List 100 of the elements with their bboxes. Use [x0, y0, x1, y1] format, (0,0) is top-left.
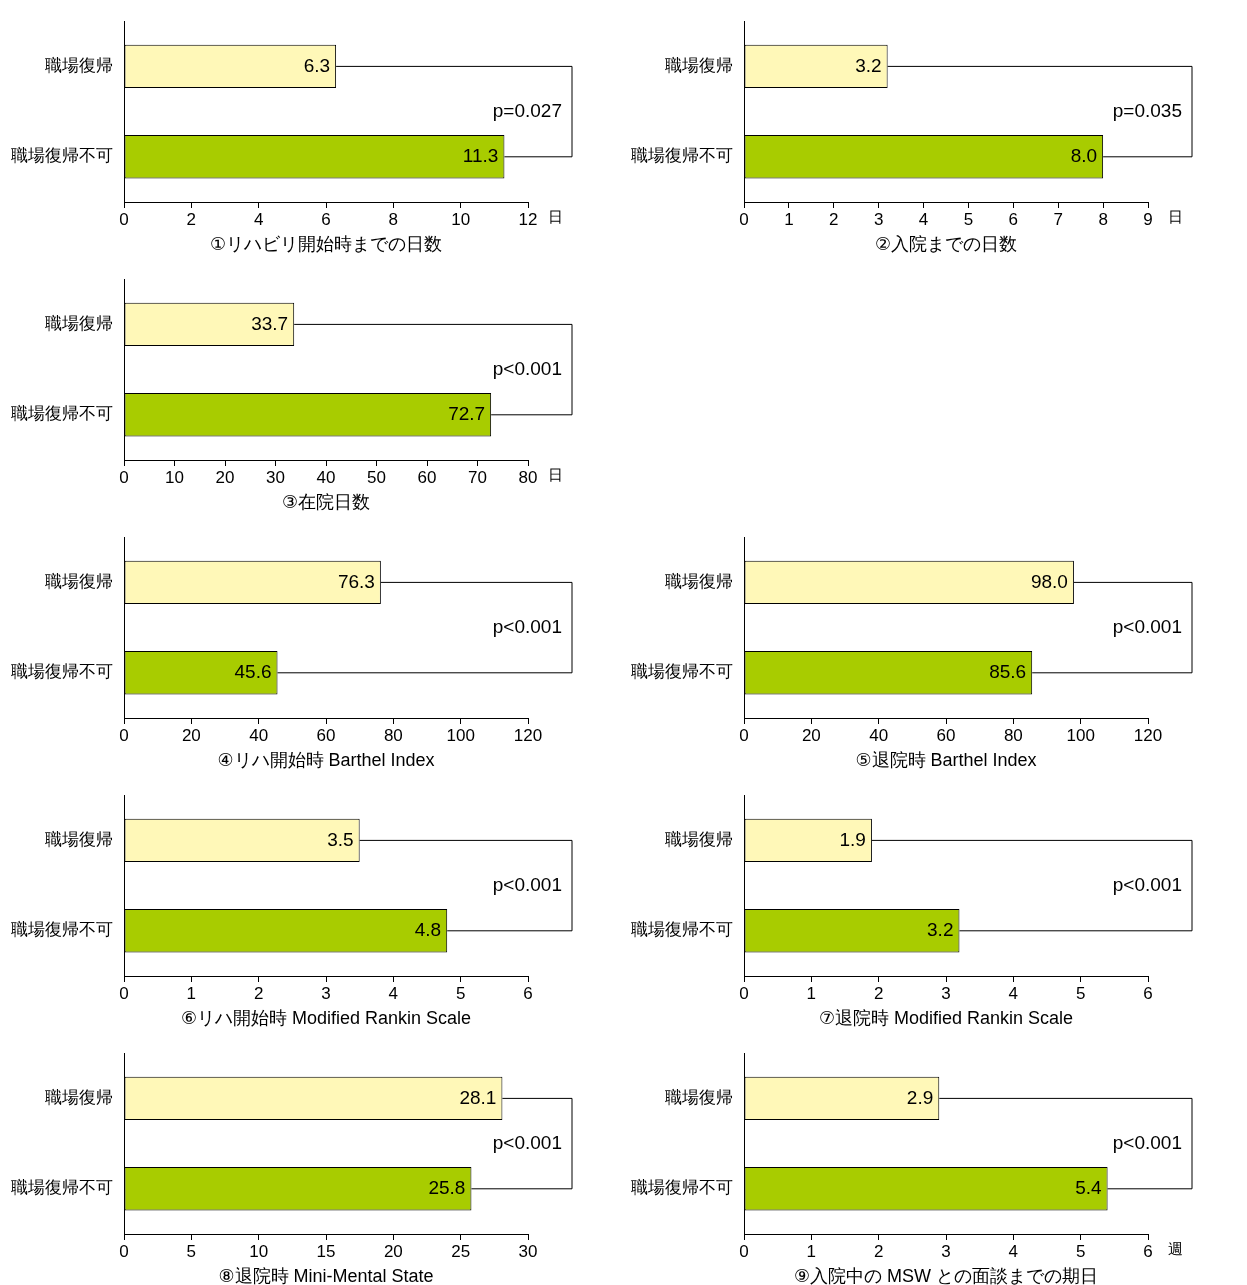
x-tick-label: 0 — [739, 1241, 749, 1261]
x-tick-label: 60 — [417, 467, 437, 487]
x-tick-label: 120 — [513, 725, 543, 745]
y-tick-label: 職場復帰不可 — [11, 662, 113, 682]
x-tick-label: 15 — [316, 1241, 336, 1261]
x-axis-title: ⑦退院時 Modified Rankin Scale — [818, 1008, 1074, 1029]
data-label: 3.2 — [855, 54, 882, 76]
text: 日 — [548, 465, 563, 483]
x-tick-label: 0 — [739, 209, 749, 229]
x-tick-label: 12 — [518, 209, 538, 229]
x-tick-label: 4 — [1008, 1241, 1019, 1261]
data-label: 11.3 — [462, 145, 499, 167]
x-tick-label: 80 — [383, 725, 403, 745]
x-tick-label: 40 — [869, 725, 889, 745]
x-tick-label: 20 — [215, 467, 235, 487]
y-tick-label: 職場復帰不可 — [631, 662, 733, 682]
x-tick-label: 60 — [936, 725, 956, 745]
x-axis-title: ⑥リハ開始時 Modified Rankin Scale — [180, 1008, 472, 1029]
x-tick-label: 2 — [873, 1241, 884, 1261]
x-axis-title: ⑤退院時 Barthel Index — [855, 750, 1037, 771]
x-tick-label: 7 — [1053, 209, 1063, 229]
x-tick-label: 0 — [119, 467, 129, 487]
x-axis-title: ①リハビリ開始時までの日数 — [209, 234, 443, 255]
x-tick-label: 8 — [1098, 209, 1108, 229]
x-axis-title: ②入院までの日数 — [874, 234, 1018, 255]
text: 日 — [548, 207, 563, 225]
data-label: 1.9 — [839, 828, 866, 850]
x-tick-label: 10 — [249, 1241, 269, 1261]
x-tick-label: 0 — [739, 725, 749, 745]
x-tick-label: 1 — [784, 209, 794, 229]
x-tick-label: 30 — [518, 1241, 538, 1261]
x-tick-label: 3 — [873, 209, 884, 229]
x-tick-label: 4 — [1008, 983, 1019, 1003]
x-tick-label: 6 — [1008, 209, 1019, 229]
x-tick-label: 5 — [1075, 983, 1086, 1003]
y-tick-label: 職場復帰 — [45, 1088, 113, 1108]
x-tick-label: 40 — [316, 467, 336, 487]
x-tick-label: 6 — [321, 209, 331, 229]
x-tick-label: 0 — [739, 983, 749, 1003]
data-label: 8.0 — [1070, 145, 1098, 167]
data-label: 85.6 — [989, 661, 1027, 683]
x-tick-label: 40 — [249, 725, 269, 745]
data-label: 6.3 — [303, 54, 331, 76]
x-tick-label: 6 — [1143, 983, 1153, 1003]
x-tick-label: 100 — [446, 725, 475, 745]
x-tick-label: 2 — [186, 209, 197, 229]
x-tick-label: 1 — [806, 983, 817, 1003]
data-label: 45.6 — [234, 661, 272, 683]
annotation: p=0.027 — [492, 99, 562, 121]
data-label: 76.3 — [337, 570, 375, 592]
annotation: p<0.001 — [492, 615, 562, 637]
y-tick-label: 職場復帰不可 — [11, 146, 113, 166]
x-tick-label: 5 — [1075, 1241, 1086, 1261]
data-label: 98.0 — [1030, 570, 1068, 592]
data-label: 5.4 — [1075, 1177, 1103, 1199]
x-tick-label: 5 — [455, 983, 466, 1003]
annotation: p<0.001 — [1112, 873, 1182, 895]
y-tick-label: 職場復帰不可 — [11, 404, 113, 424]
annotation: p<0.001 — [1112, 1131, 1182, 1153]
x-axis-title: ③在院日数 — [281, 492, 371, 513]
x-tick-label: 2 — [873, 983, 884, 1003]
x-tick-label: 2 — [829, 209, 839, 229]
data-label: 2.9 — [906, 1086, 934, 1108]
x-tick-label: 4 — [253, 209, 264, 229]
text: 週 — [1168, 1239, 1183, 1257]
x-tick-label: 3 — [941, 983, 951, 1003]
x-tick-label: 6 — [523, 983, 533, 1003]
y-tick-label: 職場復帰不可 — [631, 146, 733, 166]
y-tick-label: 職場復帰 — [665, 1088, 733, 1108]
x-tick-label: 5 — [963, 209, 974, 229]
y-tick-label: 職場復帰 — [45, 56, 113, 76]
x-tick-label: 0 — [119, 1241, 129, 1261]
x-tick-label: 10 — [165, 467, 184, 487]
annotation: p<0.001 — [492, 873, 562, 895]
y-tick-label: 職場復帰不可 — [11, 920, 113, 940]
x-tick-label: 4 — [918, 209, 929, 229]
annotation: p<0.001 — [492, 1131, 562, 1153]
x-tick-label: 0 — [119, 983, 129, 1003]
text: 日 — [1168, 207, 1183, 225]
x-tick-label: 25 — [451, 1241, 471, 1261]
x-tick-label: 10 — [451, 209, 471, 229]
annotation: p<0.001 — [1112, 615, 1182, 637]
x-tick-label: 0 — [119, 209, 129, 229]
data-label: 25.8 — [428, 1177, 466, 1199]
y-tick-label: 職場復帰 — [45, 314, 113, 334]
x-tick-label: 70 — [468, 467, 487, 487]
x-tick-label: 60 — [316, 725, 336, 745]
annotation: p<0.001 — [492, 357, 562, 379]
x-tick-label: 3 — [321, 983, 331, 1003]
x-tick-label: 1 — [806, 1241, 817, 1261]
data-label: 28.1 — [459, 1086, 497, 1108]
x-tick-label: 0 — [119, 725, 129, 745]
x-axis-title: ⑧退院時 Mini-Mental State — [218, 1266, 434, 1285]
data-label: 3.2 — [927, 919, 954, 941]
x-tick-label: 120 — [1133, 725, 1163, 745]
x-tick-label: 20 — [801, 725, 821, 745]
x-tick-label: 80 — [518, 467, 538, 487]
x-tick-label: 20 — [383, 1241, 403, 1261]
y-tick-label: 職場復帰不可 — [631, 920, 733, 940]
data-label: 33.7 — [251, 312, 289, 334]
